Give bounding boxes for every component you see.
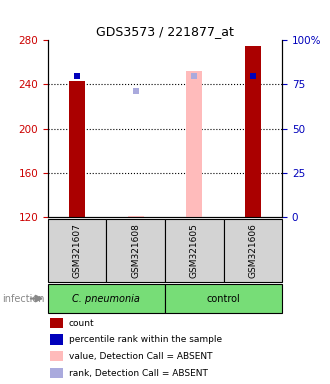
Bar <box>48 284 165 313</box>
Text: count: count <box>69 319 95 328</box>
Bar <box>186 71 203 217</box>
Bar <box>165 284 282 313</box>
Bar <box>165 219 224 282</box>
Bar <box>50 334 63 344</box>
Text: control: control <box>207 293 241 304</box>
Bar <box>224 219 282 282</box>
Text: infection: infection <box>2 293 44 304</box>
Text: value, Detection Call = ABSENT: value, Detection Call = ABSENT <box>69 352 213 361</box>
Title: GDS3573 / 221877_at: GDS3573 / 221877_at <box>96 25 234 38</box>
Bar <box>48 219 106 282</box>
Text: GSM321608: GSM321608 <box>131 223 140 278</box>
Bar <box>245 46 261 217</box>
Bar <box>106 219 165 282</box>
Text: C. pneumonia: C. pneumonia <box>73 293 140 304</box>
Bar <box>50 318 63 328</box>
Bar <box>127 216 144 217</box>
Text: GSM321606: GSM321606 <box>248 223 257 278</box>
Bar <box>69 81 85 217</box>
Text: GSM321607: GSM321607 <box>73 223 82 278</box>
Bar <box>50 368 63 378</box>
Text: rank, Detection Call = ABSENT: rank, Detection Call = ABSENT <box>69 369 208 378</box>
Bar <box>50 351 63 361</box>
Text: GSM321605: GSM321605 <box>190 223 199 278</box>
Text: percentile rank within the sample: percentile rank within the sample <box>69 335 222 344</box>
